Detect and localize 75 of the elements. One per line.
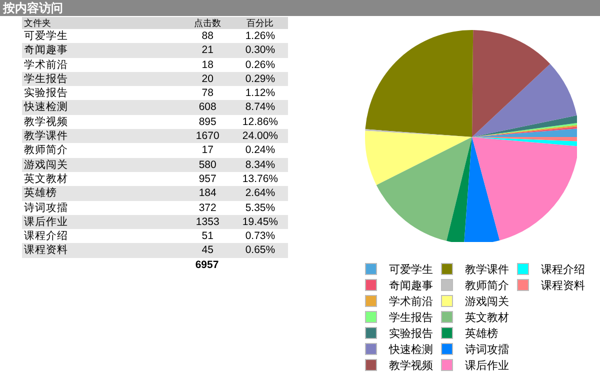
category-label: 课程介绍 <box>23 229 69 244</box>
data-label: 1.12% <box>244 86 276 100</box>
category-label: 教学课件 <box>23 129 69 144</box>
category-label: 英文教材 <box>23 172 69 186</box>
data-label: 78 <box>200 86 214 100</box>
data-label: 88 <box>200 29 214 44</box>
data-label: 5.35% <box>244 200 276 215</box>
legend-label: 教学课件 <box>465 262 509 276</box>
legend-label: 奇闻趣事 <box>389 278 433 292</box>
data-label: 18 <box>200 58 214 72</box>
data-label: 13.76% <box>241 172 280 186</box>
category-label: 教师简介 <box>23 143 69 158</box>
data-label: 895 <box>198 114 218 130</box>
data-label: 8.74% <box>244 100 276 115</box>
pie-slice <box>365 30 474 137</box>
data-label: 0.30% <box>244 43 276 58</box>
data-label: 12.86% <box>241 114 280 130</box>
data-label: 21 <box>200 43 214 58</box>
data-label: 0.73% <box>244 229 276 244</box>
data-label: 372 <box>198 200 218 215</box>
series-label: 点击数 <box>193 17 222 29</box>
legend-label: 课后作业 <box>465 358 509 372</box>
legend-label: 英文教材 <box>465 310 509 324</box>
legend-label: 快速检测 <box>389 342 433 356</box>
legend-label: 游戏闯关 <box>465 294 509 308</box>
legend-label: 教学视频 <box>389 358 433 372</box>
data-label: 17 <box>200 143 214 158</box>
data-label: 184 <box>198 186 218 201</box>
legend-label: 学术前沿 <box>389 294 433 308</box>
pie-slice <box>472 30 550 137</box>
data-label: 1670 <box>194 129 220 144</box>
legend-label: 诗词攻擂 <box>465 342 509 356</box>
legend-label: 课程介绍 <box>541 262 585 276</box>
legend-label: 英雄榜 <box>465 326 498 340</box>
data-label: 20 <box>200 72 214 86</box>
category-label: 诗词攻擂 <box>23 200 69 215</box>
data-label: 8.34% <box>244 158 276 172</box>
category-label: 课后作业 <box>23 214 69 230</box>
legend-label: 可爱学生 <box>389 262 433 276</box>
category-label: 快速检测 <box>22 100 69 115</box>
legend-label: 学生报告 <box>389 310 433 324</box>
category-label: 实验报告 <box>23 86 69 100</box>
data-label: 0.65% <box>244 243 276 258</box>
data-label: 0.29% <box>244 72 276 86</box>
data-label: 0.26% <box>244 58 276 72</box>
category-label: 学生报告 <box>23 72 69 86</box>
pie-slice <box>446 137 472 242</box>
pie-slice <box>472 137 577 146</box>
data-label: 24.00% <box>241 129 280 144</box>
text: 按内容访问 <box>0 0 600 16</box>
legend-label: 教师简介 <box>465 278 509 292</box>
category-label: 可爱学生 <box>23 29 69 44</box>
legend-label: 课程资料 <box>541 278 585 292</box>
text: 文件夹 <box>23 17 52 29</box>
text: 6957 <box>194 258 220 272</box>
category-label: 奇闻趣事 <box>23 43 69 58</box>
data-label: 2.64% <box>244 186 276 201</box>
category-label: 学术前沿 <box>23 58 69 72</box>
data-label: 19.45% <box>241 214 280 230</box>
data-label: 1.26% <box>244 29 276 44</box>
category-label: 教学视频 <box>23 114 69 130</box>
text: 百分比 <box>246 17 275 29</box>
category-label: 课程资料 <box>23 243 69 258</box>
data-label: 580 <box>198 158 218 172</box>
pie-slice <box>464 137 500 242</box>
legend-label: 实验报告 <box>389 326 433 340</box>
category-label: 英雄榜 <box>23 186 58 201</box>
data-label: 0.24% <box>244 143 276 158</box>
data-label: 51 <box>200 229 214 244</box>
data-label: 1353 <box>194 214 220 230</box>
data-label: 957 <box>198 172 218 186</box>
pie-slice <box>472 115 577 137</box>
data-label: 608 <box>198 100 218 115</box>
data-label: 45 <box>200 243 214 258</box>
category-label: 游戏闯关 <box>23 158 69 172</box>
